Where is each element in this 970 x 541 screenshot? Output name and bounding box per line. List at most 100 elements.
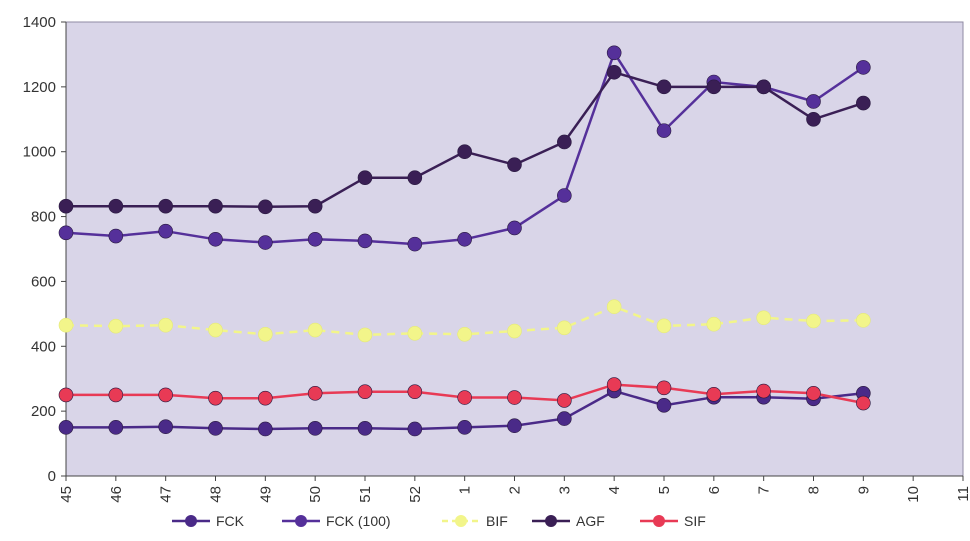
data-point bbox=[108, 420, 124, 435]
data-point bbox=[557, 134, 572, 150]
y-tick-label: 1400 bbox=[23, 14, 56, 31]
data-point bbox=[357, 233, 373, 249]
x-tick-label: 6 bbox=[706, 486, 723, 494]
data-point bbox=[357, 170, 373, 185]
data-point bbox=[706, 79, 722, 95]
data-point bbox=[258, 390, 273, 406]
data-point bbox=[357, 327, 373, 343]
legend-item: FCK (100) bbox=[282, 513, 391, 529]
data-point bbox=[507, 390, 522, 405]
data-point bbox=[108, 387, 124, 403]
legend-swatch-marker bbox=[455, 515, 467, 527]
y-tick-label: 200 bbox=[31, 403, 56, 420]
data-point bbox=[258, 199, 273, 215]
y-tick-label: 600 bbox=[31, 273, 56, 290]
legend-label: BIF bbox=[486, 513, 508, 529]
legend-swatch-marker bbox=[185, 515, 197, 527]
legend-swatch-marker bbox=[653, 515, 665, 527]
data-point bbox=[806, 111, 821, 127]
legend-item: FCK bbox=[172, 513, 245, 529]
data-point bbox=[457, 420, 472, 435]
x-tick-label: 4 bbox=[606, 486, 623, 494]
data-point bbox=[407, 384, 423, 399]
data-point bbox=[656, 123, 672, 138]
data-point bbox=[307, 322, 323, 338]
x-tick-label: 47 bbox=[158, 486, 175, 503]
data-point bbox=[307, 386, 323, 401]
legend-item: SIF bbox=[640, 513, 706, 529]
data-point bbox=[606, 64, 622, 80]
series-group bbox=[58, 45, 871, 437]
data-point bbox=[806, 94, 821, 109]
data-point bbox=[557, 393, 572, 408]
data-point bbox=[108, 198, 124, 214]
legend-item: BIF bbox=[442, 513, 508, 529]
data-point bbox=[208, 421, 223, 436]
y-tick-label: 400 bbox=[31, 338, 56, 355]
data-point bbox=[656, 398, 672, 413]
data-point bbox=[856, 313, 871, 328]
data-point bbox=[357, 421, 373, 436]
data-point bbox=[158, 317, 173, 333]
data-point bbox=[407, 236, 423, 252]
data-point bbox=[407, 421, 423, 437]
data-point bbox=[208, 231, 223, 247]
series-4 bbox=[58, 377, 871, 411]
x-tick-label: 1 bbox=[457, 486, 474, 494]
data-point bbox=[108, 228, 124, 244]
x-tick-label: 45 bbox=[58, 486, 75, 503]
data-point bbox=[407, 170, 423, 185]
data-point bbox=[208, 390, 223, 406]
series-0 bbox=[58, 383, 871, 437]
series-3 bbox=[58, 64, 871, 215]
data-point bbox=[158, 419, 173, 435]
legend-swatch-marker bbox=[295, 515, 307, 527]
x-tick-label: 50 bbox=[307, 486, 324, 503]
data-point bbox=[656, 318, 672, 334]
x-tick-label: 10 bbox=[905, 486, 922, 503]
data-point bbox=[158, 387, 173, 403]
data-point bbox=[856, 60, 871, 75]
data-point bbox=[457, 144, 472, 160]
data-point bbox=[58, 420, 74, 435]
data-point bbox=[756, 310, 771, 326]
data-point bbox=[258, 235, 273, 250]
data-point bbox=[108, 318, 124, 334]
x-tick-label: 5 bbox=[656, 486, 673, 494]
y-tick-label: 1000 bbox=[23, 144, 56, 161]
data-point bbox=[557, 320, 572, 336]
x-tick-label: 3 bbox=[556, 486, 573, 494]
data-point bbox=[307, 231, 323, 247]
data-point bbox=[706, 386, 722, 402]
legend-label: AGF bbox=[576, 513, 605, 529]
data-point bbox=[606, 299, 622, 315]
legend-label: FCK bbox=[216, 513, 245, 529]
y-tick-label: 1200 bbox=[23, 79, 56, 96]
x-tick-label: 46 bbox=[108, 486, 125, 503]
data-point bbox=[208, 322, 223, 338]
x-tick-label: 2 bbox=[507, 486, 524, 494]
y-tick-label: 800 bbox=[31, 209, 56, 226]
data-point bbox=[307, 198, 323, 214]
data-point bbox=[656, 380, 672, 396]
data-point bbox=[606, 45, 622, 61]
series-2 bbox=[58, 299, 871, 343]
data-point bbox=[158, 223, 173, 239]
data-point bbox=[457, 326, 472, 342]
data-point bbox=[507, 220, 522, 236]
data-point bbox=[706, 316, 722, 332]
x-tick-label: 51 bbox=[357, 486, 374, 503]
data-point bbox=[457, 390, 472, 405]
x-tick-label: 9 bbox=[855, 486, 872, 494]
legend-swatch-marker bbox=[545, 515, 557, 527]
data-point bbox=[557, 411, 572, 426]
x-tick-label: 52 bbox=[407, 486, 424, 503]
data-point bbox=[507, 157, 522, 172]
data-point bbox=[806, 313, 821, 329]
data-point bbox=[656, 79, 672, 95]
data-point bbox=[307, 421, 323, 436]
data-point bbox=[58, 317, 74, 333]
x-tick-label: 8 bbox=[806, 486, 823, 494]
